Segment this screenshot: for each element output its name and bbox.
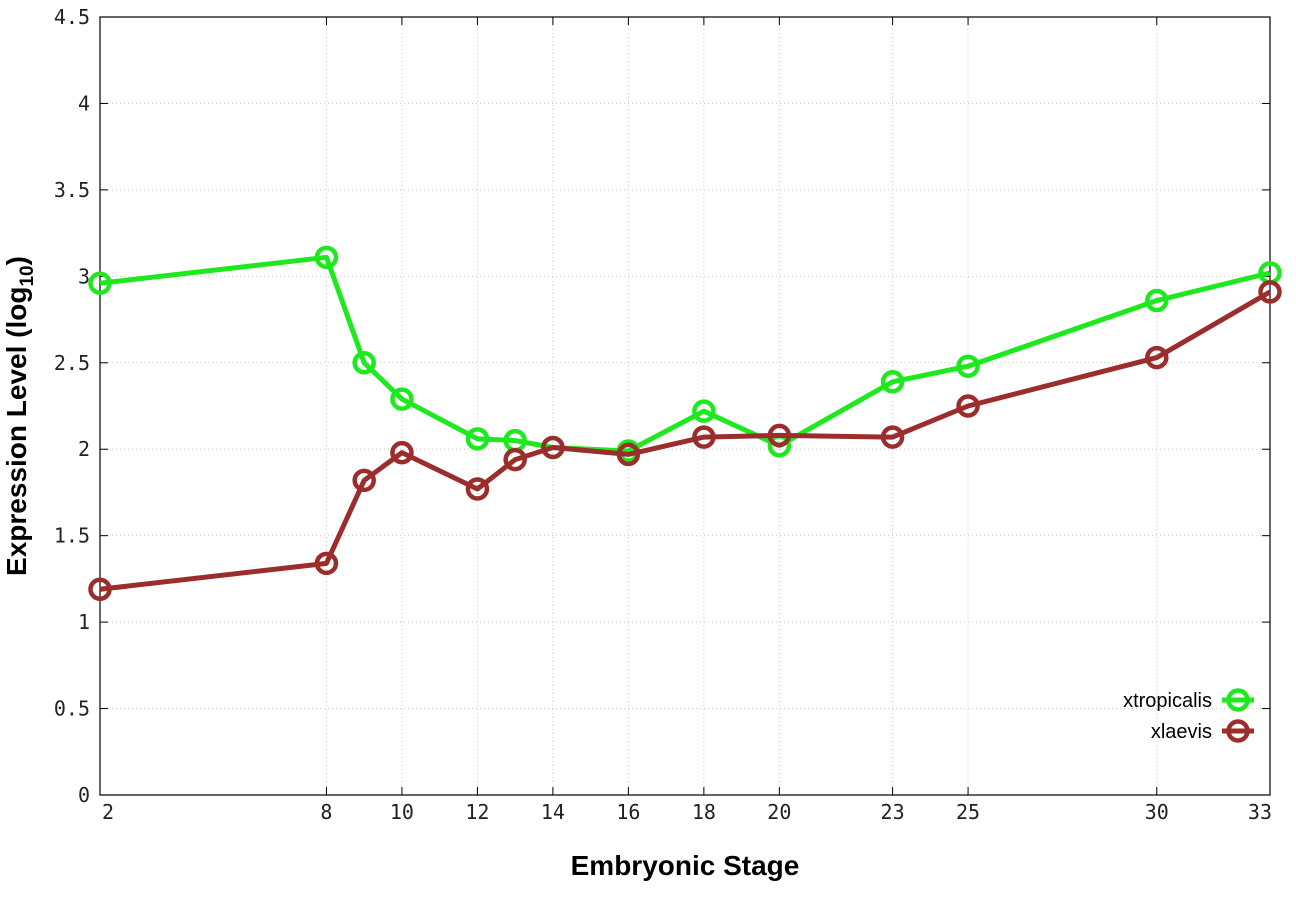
data-point [616, 442, 641, 467]
legend-swatch-marker [1226, 688, 1250, 712]
data-point [880, 425, 905, 449]
y-tick-label: 4 [78, 91, 90, 115]
x-tick-label: 2 [102, 800, 114, 824]
data-point [352, 351, 376, 375]
data-point [692, 425, 716, 449]
x-tick-label: 18 [692, 800, 716, 824]
y-axis-title: Expression Level (log10) [1, 256, 38, 576]
data-point [1258, 280, 1282, 304]
y-tick-label: 1.5 [54, 524, 90, 548]
series-line [99, 289, 1272, 592]
data-point [956, 354, 980, 378]
data-point [956, 394, 980, 418]
data-point [692, 399, 716, 423]
series-line [99, 254, 1271, 454]
y-tick-label: 3 [78, 264, 90, 288]
x-tick-label: 8 [320, 800, 332, 824]
x-axis-title: Embryonic Stage [571, 850, 800, 881]
y-tick-label: 3.5 [54, 178, 90, 202]
y-tick-label: 2.5 [54, 351, 90, 375]
legend-label: xtropicalis [1123, 690, 1212, 712]
plot-frame [99, 16, 1271, 796]
y-tick-label: 1 [78, 610, 90, 634]
x-tick-label: 20 [767, 800, 791, 824]
grid [100, 17, 1270, 795]
x-tick-label: 12 [465, 800, 489, 824]
y-axis-title-main: Expression Level (log [1, 287, 32, 576]
x-tick-label: 16 [616, 800, 640, 824]
y-axis-title-subscript: 10 [17, 265, 38, 286]
series [88, 245, 1282, 602]
x-tick-label: 33 [1248, 800, 1272, 824]
y-tick-label: 0.5 [54, 697, 90, 721]
data-point [465, 427, 490, 451]
x-tick-label: 25 [956, 800, 980, 824]
legend-label: xlaevis [1151, 721, 1212, 743]
x-tick-label: 30 [1145, 800, 1169, 824]
data-point [314, 551, 339, 576]
data-point [767, 423, 792, 448]
y-axis-title-end: ) [1, 256, 32, 265]
series-xtropicalis [88, 245, 1282, 463]
data-point [1145, 288, 1169, 313]
data-point [1145, 345, 1169, 370]
data-point [352, 468, 376, 493]
axis-ticks: 0 0.5 1 1.5 2 2.5 3 3.5 4 4.5 2 8 10 12 14 16 18 20 23 25 30… [54, 5, 1272, 824]
x-tick-label: 10 [390, 800, 414, 824]
data-point [880, 370, 905, 394]
data-point [541, 435, 565, 460]
legend: xtropicalis xlaevis [1123, 688, 1254, 743]
y-tick-label: 0 [78, 783, 90, 807]
data-point [88, 271, 112, 295]
x-tick-label: 23 [881, 800, 905, 824]
data-point [314, 245, 339, 270]
data-point [88, 577, 112, 602]
y-tick-label: 2 [78, 437, 90, 461]
data-point [503, 447, 527, 472]
series-xlaevis [88, 280, 1282, 602]
y-tick-label: 4.5 [54, 5, 90, 29]
legend-swatch-marker [1226, 719, 1250, 743]
data-point [390, 387, 414, 411]
data-point [390, 440, 414, 465]
data-point [465, 477, 490, 501]
x-tick-label: 14 [541, 800, 565, 824]
